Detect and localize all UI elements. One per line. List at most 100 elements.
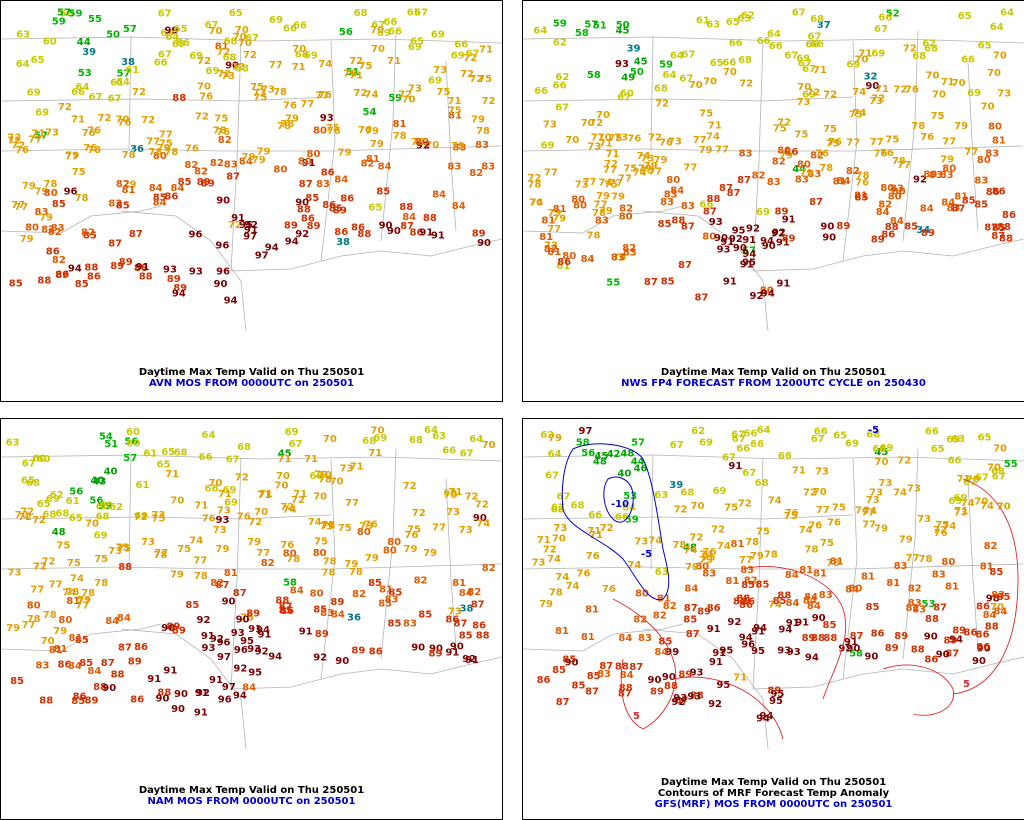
station-temperature: 90	[972, 656, 986, 667]
station-temperature: 75	[931, 111, 945, 122]
station-temperature: 70	[371, 44, 385, 55]
station-temperature: 84	[786, 598, 800, 609]
station-temperature: 84	[785, 570, 799, 581]
station-temperature: 93	[189, 266, 203, 277]
station-temperature: 92	[196, 688, 210, 699]
station-temperature: 78	[411, 137, 425, 148]
station-temperature: 87	[299, 179, 313, 190]
station-temperature: 74	[684, 545, 698, 556]
station-temperature: 88	[39, 695, 53, 706]
station-temperature: 79	[39, 213, 53, 224]
station-temperature: 79	[548, 208, 562, 219]
station-temperature: 70	[170, 496, 184, 507]
station-temperature: 78	[273, 87, 287, 98]
station-temperature: 82	[752, 170, 766, 181]
station-temperature: 93	[717, 244, 731, 255]
station-temperature: 71	[448, 96, 462, 107]
station-temperature: 87	[686, 629, 700, 640]
station-temperature: 70	[323, 434, 337, 445]
station-temperature: 72	[11, 141, 25, 152]
station-temperature: 95	[742, 258, 756, 269]
station-temperature: 77	[870, 137, 884, 148]
station-temperature: 90	[225, 60, 239, 71]
station-temperature: 76	[874, 149, 888, 160]
station-temperature: 85	[683, 615, 697, 626]
station-temperature: 74	[476, 519, 490, 530]
station-temperature: 50	[630, 67, 644, 78]
station-temperature: 67	[158, 50, 172, 61]
station-temperature: 92	[462, 654, 476, 665]
state-boundary	[642, 628, 769, 750]
station-temperature: 69	[846, 60, 860, 71]
station-temperature: 64	[622, 503, 636, 514]
station-temperature: 94	[756, 713, 770, 724]
station-temperature: 92	[913, 175, 927, 186]
station-temperature: 65	[174, 24, 188, 35]
station-temperature: 95	[248, 668, 262, 679]
station-temperature: 75	[177, 544, 191, 555]
station-temperature: 66	[388, 26, 402, 37]
station-temperature: 87	[933, 603, 947, 614]
station-temperature: 87	[454, 619, 468, 630]
station-temperature: 71	[368, 448, 382, 459]
station-temperature: 68	[866, 429, 880, 440]
station-temperature: 80	[313, 548, 327, 559]
station-temperature: 81	[448, 111, 462, 122]
state-boundary	[380, 448, 397, 660]
station-temperature: 75	[338, 523, 352, 534]
station-temperature: 56	[69, 486, 83, 497]
station-temperature: 83	[447, 162, 461, 173]
station-temperature: 88	[157, 687, 171, 698]
station-temperature: 77	[146, 136, 160, 147]
station-temperature: 76	[828, 137, 842, 148]
station-temperature: 92	[671, 697, 685, 708]
station-temperature: 80	[941, 557, 955, 568]
station-temperature: 66	[778, 451, 792, 462]
station-temperature: 70	[689, 80, 703, 91]
station-temperature: 69	[189, 51, 203, 62]
station-temperature: 84	[290, 586, 304, 597]
station-temperature: 69	[408, 42, 422, 53]
station-temperature: 70	[612, 253, 626, 264]
station-temperature: 79	[596, 191, 610, 202]
station-temperature: 68	[354, 8, 368, 19]
station-temperature: 79	[779, 150, 793, 161]
station-temperature: 59	[69, 8, 83, 19]
station-temperature: 85	[313, 605, 327, 616]
station-temperature: 72	[465, 492, 479, 503]
station-temperature: 66	[176, 38, 190, 49]
station-temperature: 78	[587, 230, 601, 241]
station-temperature: 84	[432, 189, 446, 200]
station-temperature: 92	[727, 617, 741, 628]
station-temperature: 73	[253, 88, 267, 99]
temperature-map: 5355583945485963717479828588919497999890…	[523, 425, 1024, 750]
station-temperature: 70	[313, 492, 327, 503]
station-temperature: 63	[6, 438, 20, 449]
station-temperature: 87	[585, 686, 599, 697]
station-temperature: 71	[941, 77, 955, 88]
station-temperature: 67	[731, 429, 745, 440]
station-temperature: 67	[811, 434, 825, 445]
station-temperature: 84	[983, 610, 997, 621]
station-temperature: 78	[322, 568, 336, 579]
state-boundary	[330, 563, 502, 570]
station-temperature: 85	[83, 230, 97, 241]
station-temperature: 85	[974, 200, 988, 211]
station-temperature: 95	[719, 645, 733, 656]
station-temperature: 94	[265, 242, 279, 253]
caption-valid-line: Daytime Max Temp Valid on Thu 250501	[138, 785, 365, 796]
station-temperature: 94	[256, 625, 270, 636]
station-temperature: 80	[880, 183, 894, 194]
station-temperature: 73	[907, 484, 921, 495]
station-temperature: 70	[371, 426, 385, 437]
station-temperature: 93	[615, 59, 629, 70]
station-temperature: 81	[366, 154, 380, 165]
station-temperature: 82	[469, 168, 483, 179]
station-temperature: 71	[708, 121, 722, 132]
station-temperature: 67	[732, 434, 746, 445]
station-temperature: 77	[269, 60, 283, 71]
station-temperature: 79	[242, 152, 256, 163]
station-temperature: 69	[206, 66, 220, 77]
station-temperature: 72	[195, 112, 209, 123]
station-temperature: 69	[304, 50, 318, 61]
